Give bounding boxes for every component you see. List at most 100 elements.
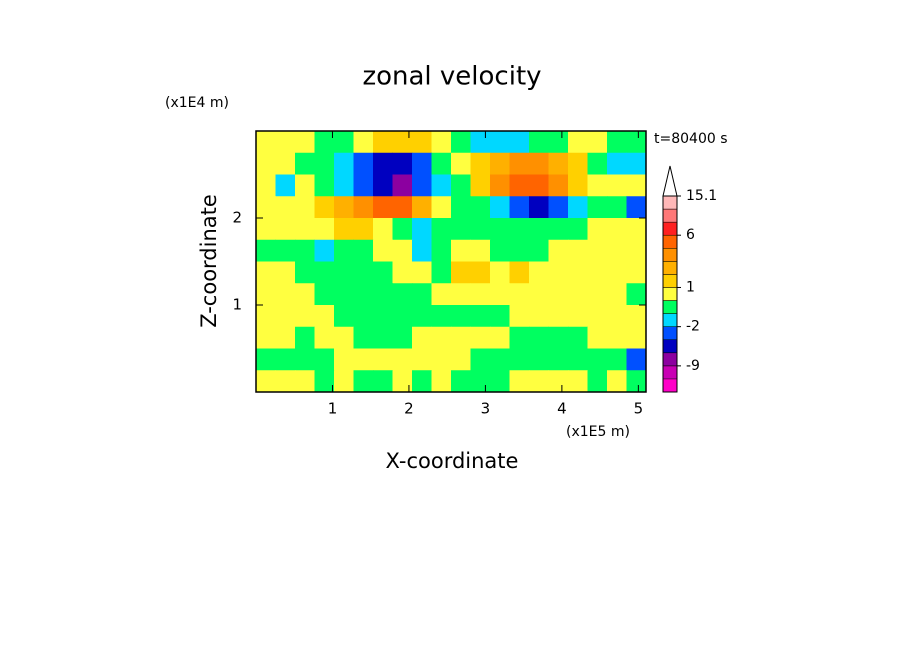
colorbar-arrow	[662, 165, 678, 197]
contour-cell	[256, 174, 276, 197]
contour-cell	[373, 152, 393, 175]
contour-cell	[490, 326, 510, 349]
contour-cell	[451, 196, 471, 219]
contour-cell	[626, 152, 647, 175]
contour-cell	[412, 239, 432, 262]
contour-cell	[373, 326, 393, 349]
x-axis-label: X-coordinate	[386, 449, 519, 473]
colorbar-segment	[662, 365, 678, 380]
contour-cell	[490, 174, 510, 197]
contour-cell	[548, 174, 569, 197]
contour-cell	[451, 131, 471, 154]
contour-cell	[451, 283, 471, 306]
contour-cell	[548, 326, 569, 349]
contour-cell	[412, 152, 432, 175]
contour-cell	[431, 239, 452, 262]
contour-cell	[529, 261, 549, 284]
contour-cell	[314, 305, 335, 328]
contour-cell	[548, 196, 569, 219]
contour-cell	[373, 261, 393, 284]
colorbar-segment	[662, 287, 678, 301]
contour-cell	[607, 196, 627, 219]
contour-cell	[509, 152, 530, 175]
contour-cell	[568, 152, 588, 175]
contour-cell	[587, 131, 608, 154]
contour-cell	[412, 261, 432, 284]
colorbar-segment	[662, 221, 678, 236]
contour-cell	[256, 218, 276, 241]
colorbar-segment	[662, 326, 678, 340]
y-axis-label: Z-coordinate	[197, 194, 221, 328]
contour-cell	[373, 239, 393, 262]
contour-cell	[451, 261, 471, 284]
contour-cell	[314, 261, 335, 284]
contour-cell	[334, 131, 354, 154]
contour-cell	[470, 283, 491, 306]
contour-cell	[392, 218, 413, 241]
contour-cell	[392, 239, 413, 262]
contour-cell	[412, 348, 432, 371]
contour-cell	[626, 348, 647, 371]
contour-cell	[275, 283, 296, 306]
contour-cell	[470, 261, 491, 284]
contour-cell	[587, 174, 608, 197]
contour-cell	[490, 218, 510, 241]
contour-cell	[509, 131, 530, 154]
contour-cell	[314, 218, 335, 241]
contour-cell	[275, 218, 296, 241]
contour-cell	[314, 283, 335, 306]
contour-cell	[256, 370, 276, 393]
contour-cell	[353, 174, 374, 197]
contour-cell	[412, 196, 432, 219]
x-tick-label: 5	[634, 400, 644, 418]
colorbar-segment	[662, 195, 678, 210]
contour-cell	[490, 348, 510, 371]
colorbar-tick-label: 1	[686, 279, 695, 295]
contour-cell	[470, 196, 491, 219]
contour-cell	[334, 239, 354, 262]
contour-cell	[626, 131, 647, 154]
contour-cell	[373, 348, 393, 371]
contour-cell	[431, 174, 452, 197]
contour-cell	[626, 196, 647, 219]
contour-cell	[509, 370, 530, 393]
contour-cell	[451, 218, 471, 241]
contour-cell	[509, 283, 530, 306]
contour-cell	[353, 283, 374, 306]
colorbar-segment	[662, 339, 678, 354]
colorbar-segment	[662, 300, 678, 314]
contour-cell	[509, 174, 530, 197]
contour-cell	[334, 370, 354, 393]
contour-cell	[587, 152, 608, 175]
colorbar-segment	[662, 352, 678, 367]
contour-cell	[295, 283, 315, 306]
colorbar-tick-label: 6	[686, 227, 695, 243]
contour-cell	[334, 326, 354, 349]
x-tick-label: 4	[557, 400, 567, 418]
contour-cell	[529, 131, 549, 154]
contour-cell	[568, 305, 588, 328]
contour-cell	[607, 261, 627, 284]
contour-cell	[412, 218, 432, 241]
contour-cell	[568, 218, 588, 241]
contour-cell	[295, 131, 315, 154]
contour-cell	[392, 152, 413, 175]
contour-cell	[431, 326, 452, 349]
x-tick-label: 2	[404, 400, 414, 418]
contour-cell	[256, 326, 276, 349]
contour-cell	[314, 326, 335, 349]
contour-cell	[490, 283, 510, 306]
contour-cell	[470, 305, 491, 328]
contour-cell	[548, 370, 569, 393]
contour-cell	[490, 370, 510, 393]
contour-cell	[275, 152, 296, 175]
contour-cell	[334, 305, 354, 328]
contour-cell	[256, 152, 276, 175]
contour-cell	[509, 218, 530, 241]
contour-cell	[275, 326, 296, 349]
contour-cell	[568, 326, 588, 349]
contour-cell	[256, 239, 276, 262]
contour-cell	[587, 218, 608, 241]
contour-cell	[353, 348, 374, 371]
